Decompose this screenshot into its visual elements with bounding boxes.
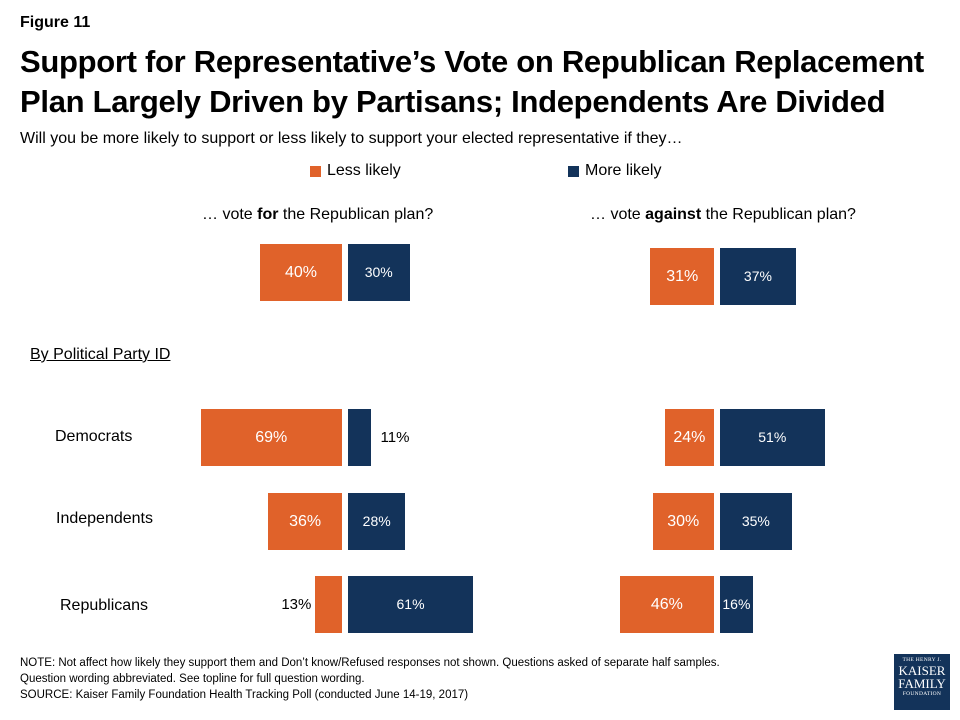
label-for-republicans-more-likely: 61% <box>396 595 425 612</box>
label-against-republicans-less-likely: 46% <box>650 595 683 613</box>
label-for-overall-less-likely: 40% <box>284 263 318 281</box>
logo-line-1: THE HENRY J. <box>902 657 942 663</box>
bar-for-overall-less-likely <box>260 244 342 301</box>
legend-swatch-less-likely <box>310 165 321 177</box>
logo-line-2b: FAMILY <box>898 676 946 691</box>
label-for-independents-more-likely: 28% <box>362 512 391 529</box>
bar-against-democrats-less-likely <box>664 409 714 466</box>
row-label-democrats: Democrats <box>55 428 133 445</box>
label-against-overall-more-likely: 37% <box>743 267 772 284</box>
panel-title-against-suffix: the Republican plan? <box>701 206 856 223</box>
bar-against-overall-less-likely <box>650 248 714 305</box>
bar-against-independents-more-likely <box>720 493 792 550</box>
legend-swatch-more-likely <box>568 165 579 177</box>
legend-item-less-likely: Less likely <box>310 162 401 180</box>
kff-logo: THE HENRY J. KAISER FAMILY FOUNDATION <box>894 654 950 710</box>
bar-for-republicans-more-likely <box>348 576 474 633</box>
panel-title-against-emphasis: against <box>645 206 702 223</box>
bar-for-overall-more-likely <box>348 244 410 301</box>
party-id-heading: By Political Party ID <box>30 346 171 363</box>
logo-line-3: FOUNDATION <box>902 691 942 697</box>
row-label-republicans: Republicans <box>60 597 149 614</box>
label-against-overall-less-likely: 31% <box>666 267 699 285</box>
panel-title-against: … vote against the Republican plan? <box>590 206 856 224</box>
label-against-independents-more-likely: 35% <box>741 512 770 529</box>
legend-item-more-likely: More likely <box>568 162 661 180</box>
logo-line-2a: KAISER <box>898 663 946 678</box>
bar-against-overall-more-likely <box>720 248 796 305</box>
chart-bars-area: 40% 69% 36% 13% 30% 11% 28% 61% 31% 24% 30% 46% 37% 5… <box>200 244 825 633</box>
label-for-democrats-more-likely: 11% <box>380 428 410 446</box>
bar-against-republicans-less-likely <box>619 576 714 633</box>
chart-subtitle: Will you be more likely to support or le… <box>20 130 683 147</box>
panel-title-for-prefix: … vote <box>202 206 258 223</box>
label-for-democrats-less-likely: 69% <box>255 428 288 446</box>
bar-for-independents-less-likely <box>268 493 342 550</box>
footnote-line-2: Question wording abbreviated. See toplin… <box>20 673 365 685</box>
label-against-democrats-less-likely: 24% <box>673 428 706 446</box>
row-label-independents: Independents <box>56 510 153 527</box>
bar-for-democrats-less-likely <box>200 409 342 466</box>
legend-label-more-likely: More likely <box>585 162 662 179</box>
label-against-independents-less-likely: 30% <box>667 512 700 530</box>
bar-for-democrats-more-likely <box>348 409 371 466</box>
footnote-source: SOURCE: Kaiser Family Foundation Health … <box>20 689 469 701</box>
bar-against-democrats-more-likely <box>720 409 825 466</box>
panel-title-for-suffix: the Republican plan? <box>278 206 434 223</box>
chart-title: Support for Representative’s Vote on Rep… <box>20 44 924 119</box>
figure-label: Figure 11 <box>20 14 91 31</box>
bar-for-independents-more-likely <box>348 493 406 550</box>
legend-label-less-likely: Less likely <box>327 162 401 179</box>
bar-against-independents-less-likely <box>652 493 714 550</box>
label-for-independents-less-likely: 36% <box>289 512 322 530</box>
label-against-republicans-more-likely: 16% <box>722 595 751 612</box>
panel-title-for-emphasis: for <box>257 206 279 223</box>
footnote-line-1: NOTE: Not affect how likely they support… <box>20 657 720 669</box>
bar-against-republicans-more-likely <box>720 576 753 633</box>
panel-title-against-prefix: … vote <box>590 206 646 223</box>
footnote: NOTE: Not affect how likely they support… <box>20 655 860 703</box>
label-against-democrats-more-likely: 51% <box>758 428 787 445</box>
bar-for-republicans-less-likely <box>315 576 342 633</box>
label-for-republicans-less-likely: 13% <box>281 595 312 613</box>
label-for-overall-more-likely: 30% <box>364 263 393 280</box>
panel-title-for: … vote for the Republican plan? <box>202 206 433 224</box>
